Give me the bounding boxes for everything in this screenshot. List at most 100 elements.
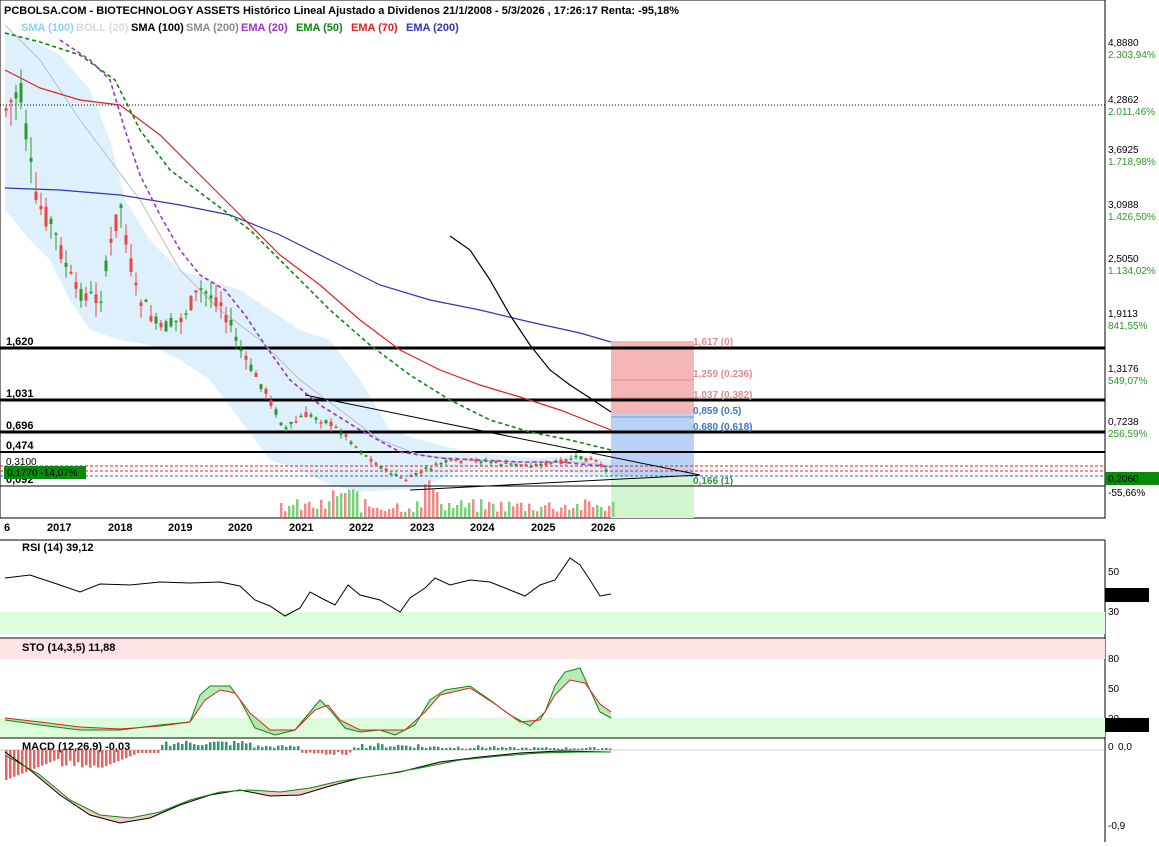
candle-body <box>189 296 193 311</box>
macd-hist-bar <box>421 747 424 750</box>
sto-axis-50: 50 <box>1108 684 1120 695</box>
macd-hist-bar <box>521 747 524 750</box>
candle-body <box>369 458 373 462</box>
volume-bar <box>496 511 499 517</box>
macd-hist-bar <box>109 750 112 765</box>
price-tick-3: 3,0988 <box>1108 200 1139 211</box>
candle-body <box>604 469 608 472</box>
macd-hist-bar <box>173 743 176 750</box>
price-tick-0: 4,8880 <box>1108 38 1139 49</box>
volume-bar <box>312 507 315 517</box>
ema-50-line <box>4 32 612 451</box>
macd-hist-bar <box>469 748 472 750</box>
volume-bar <box>476 511 479 517</box>
price-tick-6: 1,3176 <box>1108 364 1139 375</box>
volume-bar <box>412 511 415 517</box>
macd-hist-bar <box>357 747 360 750</box>
macd-hist-bar <box>81 750 84 768</box>
candle-body <box>294 421 298 423</box>
volume-bar <box>576 503 579 517</box>
volume-bar <box>420 507 423 517</box>
candle-body <box>119 204 123 209</box>
macd-hist-bar <box>517 748 520 750</box>
macd-hist-bar <box>305 750 308 754</box>
x-tick-2026: 2026 <box>591 522 615 534</box>
volume-bar <box>516 503 519 517</box>
candle-body <box>449 459 453 461</box>
x-tick-2024: 2024 <box>470 522 495 534</box>
macd-hist-bar <box>441 748 444 750</box>
candle-body <box>519 464 523 466</box>
legend-entry-0: SMA (100) <box>21 22 74 34</box>
macd-hist-bar <box>5 750 8 780</box>
candle-body <box>179 317 183 323</box>
price-pct-7: 256,59% <box>1108 429 1148 440</box>
candle-body <box>9 100 13 103</box>
volume-bar <box>588 501 591 517</box>
candle-body <box>364 455 368 457</box>
candle-body <box>399 477 403 479</box>
candle-body <box>534 464 538 466</box>
volume-bar <box>404 511 407 517</box>
x-tick-2018: 2018 <box>108 522 132 534</box>
candle-body <box>299 415 303 418</box>
volume-bar <box>472 499 475 517</box>
volume-bar <box>568 509 571 517</box>
macd-hist-bar <box>349 750 352 753</box>
candle-body <box>589 458 593 460</box>
candle-body <box>439 463 443 465</box>
volume-bar <box>372 507 375 517</box>
candle-body <box>494 461 498 463</box>
macd-hist-bar <box>93 750 96 766</box>
macd-hist-bar <box>69 750 72 761</box>
rsi-line <box>4 557 612 617</box>
volume-bar <box>500 501 503 517</box>
volume-bar <box>484 509 487 517</box>
macd-hist-bar <box>117 750 120 762</box>
volume-bar <box>564 504 567 517</box>
candle-body <box>504 462 508 464</box>
candle-body <box>484 460 488 462</box>
candle-body <box>444 460 448 463</box>
candle-body <box>559 459 563 464</box>
volume-bar <box>436 492 439 517</box>
candle-body <box>309 414 313 417</box>
rsi-axis-30: 30 <box>1108 607 1120 618</box>
macd-hist-bar <box>269 746 272 750</box>
candle-body <box>334 426 338 429</box>
macd-hist-bar <box>161 744 164 750</box>
fib-label-0: 1,617 (0) <box>693 337 733 348</box>
macd-hist-bar <box>177 742 180 750</box>
candle-body <box>49 218 53 224</box>
candle-body <box>279 422 283 426</box>
candle-body <box>549 462 553 464</box>
candle-body <box>149 316 153 321</box>
price-pct-1: 2.011,46% <box>1108 107 1155 118</box>
macd-hist-bar <box>589 747 592 750</box>
price-tag-text: 0,1770 -14,07% <box>7 468 78 479</box>
macd-hist-bar <box>233 740 236 750</box>
volume-bar <box>448 503 451 517</box>
volume-bar <box>332 490 335 517</box>
candle-body <box>34 191 38 200</box>
macd-hist-bar <box>497 747 500 750</box>
macd-hist-bar <box>385 747 388 750</box>
macd-hist-bar <box>609 748 612 750</box>
volume-bar <box>352 489 355 517</box>
candle-body <box>254 373 258 377</box>
macd-hist-bar <box>57 750 60 760</box>
rsi-oversold-zone <box>0 612 1105 634</box>
volume-bar <box>440 504 443 517</box>
macd-hist-bar <box>217 741 220 750</box>
volume-bar <box>480 499 483 517</box>
macd-hist-bar <box>49 750 52 763</box>
legend-entry-5: EMA (50) <box>296 22 343 34</box>
macd-hist-bar <box>85 750 88 766</box>
volume-bar <box>452 508 455 517</box>
candle-body <box>424 467 428 470</box>
macd-hist-bar <box>53 750 56 761</box>
volume-bar <box>340 493 343 517</box>
volume-bar <box>580 510 583 517</box>
candle-body <box>139 302 143 307</box>
macd-fill <box>5 751 611 823</box>
